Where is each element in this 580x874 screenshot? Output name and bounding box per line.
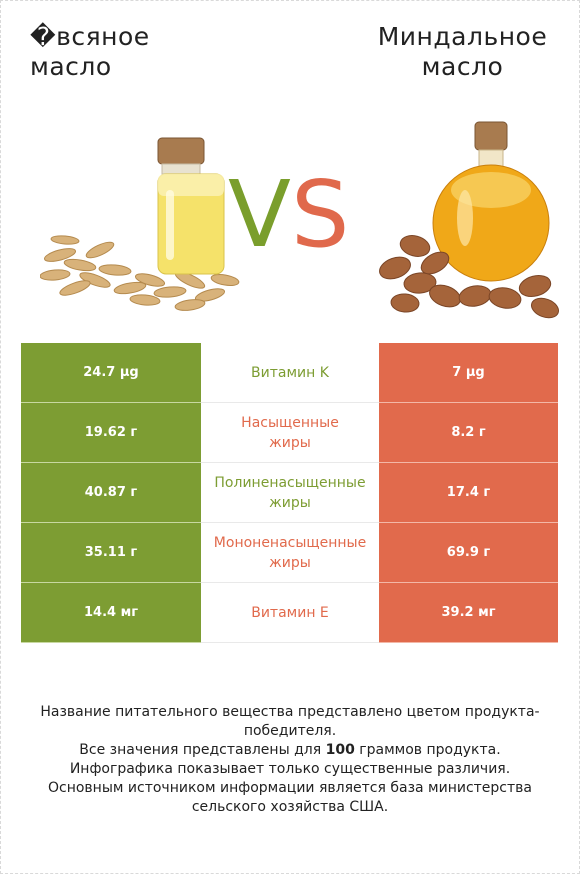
footer-line-2: Все значения представлены для 100 граммо… [20, 741, 560, 760]
table-row: 24.7 µg Витамин K 7 µg [21, 343, 558, 403]
right-product-title-line2: масло [421, 52, 504, 81]
comparison-table: 24.7 µg Витамин K 7 µg 19.62 г Насыщенны… [21, 343, 558, 643]
table-row: 35.11 г Мононенасыщенные жиры 69.9 г [21, 523, 558, 583]
right-value: 39.2 мг [379, 583, 558, 643]
versus-v: V [228, 161, 291, 268]
versus-s: S [290, 161, 350, 268]
left-product-title: �всяное масло [30, 22, 230, 82]
footer-line-2-post: граммов продукта. [354, 742, 501, 758]
nutrient-name: Насыщенные жиры [201, 403, 379, 463]
versus-label: VS [228, 160, 349, 270]
oat-oil-image [40, 137, 240, 311]
nutrient-name: Мононенасыщенные жиры [201, 523, 379, 583]
table-row: 40.87 г Полиненасыщенные жиры 17.4 г [21, 463, 558, 523]
right-value: 7 µg [379, 343, 558, 403]
almond-oil-image [379, 121, 560, 319]
table-row: 14.4 мг Витамин E 39.2 мг [21, 583, 558, 643]
footer-notes: Название питательного вещества представл… [20, 703, 560, 817]
left-value: 14.4 мг [21, 583, 201, 643]
right-value: 8.2 г [379, 403, 558, 463]
left-value: 19.62 г [21, 403, 201, 463]
footer-line-4: Основным источником информации является … [48, 780, 532, 815]
nutrient-name: Витамин K [201, 343, 379, 403]
right-value: 69.9 г [379, 523, 558, 583]
left-value: 40.87 г [21, 463, 201, 523]
left-value: 35.11 г [21, 523, 201, 583]
footer-line-1: Название питательного вещества представл… [40, 704, 540, 739]
nutrient-name: Полиненасыщенные жиры [201, 463, 379, 523]
left-product-title-line2: масло [30, 52, 112, 81]
nutrient-name: Витамин E [201, 583, 379, 643]
left-value: 24.7 µg [21, 343, 201, 403]
table-row: 19.62 г Насыщенные жиры 8.2 г [21, 403, 558, 463]
footer-line-2-pre: Все значения представлены для [79, 742, 326, 758]
right-value: 17.4 г [379, 463, 558, 523]
left-product-title-line1: �всяное [30, 22, 150, 51]
footer-line-2-bold: 100 [325, 742, 355, 758]
right-product-title: Миндальное масло [350, 22, 575, 82]
footer-line-3: Инфографика показывает только существенн… [69, 761, 511, 777]
right-product-title-line1: Миндальное [377, 22, 548, 51]
